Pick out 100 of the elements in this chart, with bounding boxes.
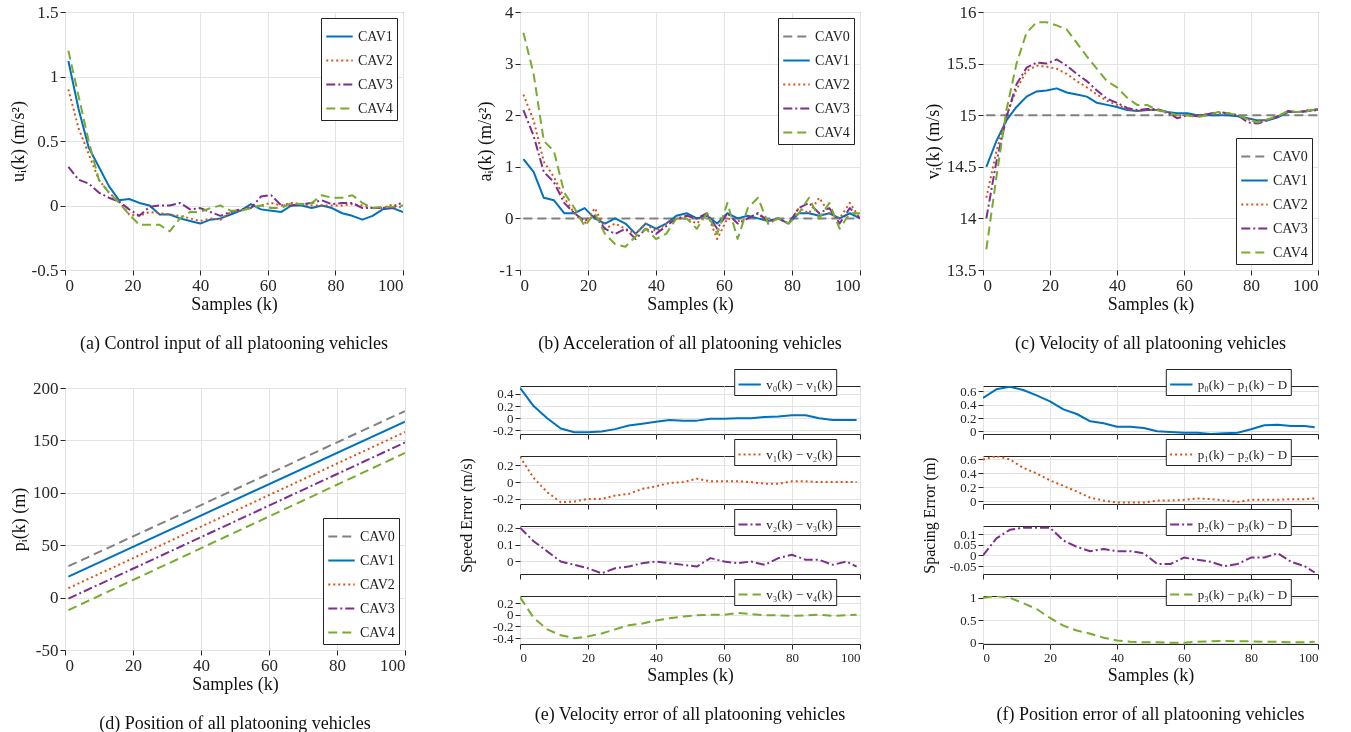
x-tick-label: 0: [520, 275, 529, 295]
y-tick-label: 0.2: [960, 479, 977, 495]
x-tick-label: 40: [648, 275, 665, 295]
x-tick-label: 100: [1293, 275, 1319, 295]
x-tick-label: 80: [1245, 649, 1258, 665]
x-axis-title: Samples (k): [647, 664, 734, 686]
legend-label: p₀(k) − p₁(k) − D: [1197, 376, 1288, 392]
x-tick-label: 0: [983, 649, 990, 665]
x-tick-label: 0: [520, 649, 527, 665]
x-tick-label: 80: [1243, 275, 1260, 295]
legend-label: CAV3: [358, 76, 393, 92]
x-tick-label: 60: [259, 275, 277, 295]
y-tick-label: 1: [50, 67, 59, 86]
legend-label: CAV0: [1273, 148, 1308, 164]
y-tick-label: 15: [959, 105, 977, 125]
y-tick-label: 0.4: [960, 465, 977, 481]
x-tick-label: 60: [261, 655, 278, 675]
line-series: [67, 88, 403, 222]
legend-label: CAV1: [1273, 172, 1308, 188]
x-tick-label: 40: [193, 655, 210, 675]
legend-label: CAV3: [1273, 220, 1308, 236]
legend-label: CAV1: [360, 552, 395, 568]
y-tick-label: 14: [959, 208, 977, 228]
legend-label: CAV3: [815, 100, 850, 116]
y-tick-label: 50: [41, 535, 59, 555]
x-tick-label: 20: [1044, 649, 1057, 665]
y-tick-label: 0: [970, 423, 977, 439]
y-tick-label: 15.5: [946, 54, 977, 74]
y-axis-title: Speed Error (m/s): [457, 458, 476, 573]
line-series: [985, 58, 1318, 220]
text: (a) Control input of all platooning vehicles: [80, 333, 388, 354]
legend-label: CAV4: [360, 624, 395, 640]
legend-label: v₀(k) − v₁(k): [766, 376, 833, 392]
y-tick-label: 0.1: [960, 526, 977, 542]
line-series: [985, 64, 1318, 199]
legend-label: CAV0: [360, 528, 395, 544]
x-tick-label: 20: [1042, 275, 1059, 295]
y-tick-label: -1: [499, 260, 514, 280]
x-tick-label: 60: [1178, 649, 1191, 665]
y-axis-title: uᵢ(k) (m/s²): [7, 101, 29, 182]
y-tick-label: 13.5: [946, 260, 977, 280]
legend-label: CAV2: [1273, 196, 1308, 212]
x-tick-label: 20: [124, 275, 142, 295]
legend-label: CAV2: [815, 76, 850, 92]
line-series: [522, 31, 860, 248]
legend-label: v₁(k) − v₂(k): [766, 446, 833, 462]
x-tick-label: 80: [329, 655, 346, 675]
x-axis-title: Samples (k): [1107, 664, 1195, 686]
x-tick-label: 60: [716, 275, 733, 295]
y-tick-label: 0: [50, 196, 59, 215]
legend-label: CAV2: [358, 52, 393, 68]
y-tick-label: 100: [33, 483, 59, 503]
x-tick-label: 20: [580, 275, 597, 295]
y-tick-label: 200: [33, 378, 59, 398]
y-tick-label: 0: [970, 493, 977, 509]
y-tick-label: 1: [970, 590, 977, 606]
x-tick-label: 0: [65, 275, 74, 295]
x-tick-label: 40: [192, 275, 210, 295]
text: (d) Position of all platooning vehicles: [99, 713, 371, 732]
y-tick-label: 16: [959, 2, 977, 22]
legend-label: CAV1: [358, 28, 393, 44]
x-tick-label: 60: [718, 649, 731, 665]
y-axis-title: pᵢ(k) (m): [9, 487, 30, 552]
x-tick-label: 100: [378, 275, 404, 295]
y-tick-label: -50: [35, 640, 59, 660]
y-tick-label: -0.5: [31, 260, 59, 280]
y-axis-title: vᵢ(k) (m/s): [922, 103, 944, 180]
line-series: [67, 165, 403, 217]
x-tick-label: 100: [841, 649, 861, 665]
y-tick-label: 0: [50, 588, 59, 608]
legend-label: CAV0: [815, 28, 850, 44]
text: (e) Velocity error of all platooning vehicles: [534, 704, 846, 725]
x-tick-label: 40: [650, 649, 663, 665]
y-tick-label: -0.2: [492, 491, 514, 507]
x-axis-title: Samples (k): [191, 293, 278, 315]
legend-label: p₁(k) − p₂(k) − D: [1197, 446, 1288, 462]
y-tick-label: 0.6: [960, 451, 977, 467]
legend-label: p₃(k) − p₄(k) − D: [1197, 586, 1288, 602]
y-tick-label: 0.2: [497, 520, 514, 536]
y-tick-label: 0.4: [960, 397, 977, 413]
y-tick-label: 3: [505, 54, 514, 74]
text: (c) Velocity of all platooning vehicles: [1014, 333, 1287, 354]
y-tick-label: 0: [505, 208, 514, 228]
text: (f) Position error of all platooning vehicles: [996, 704, 1305, 725]
x-tick-label: 40: [1109, 275, 1126, 295]
y-tick-label: 0.6: [960, 383, 977, 399]
x-axis-title: Samples (k): [1107, 293, 1195, 315]
x-tick-label: 80: [784, 275, 801, 295]
y-tick-label: 0: [507, 474, 514, 490]
legend-label: CAV2: [360, 576, 395, 592]
y-tick-label: 150: [33, 430, 59, 450]
legend-label: CAV4: [1273, 244, 1308, 260]
y-axis-title: Spacing Error (m): [920, 457, 939, 574]
y-tick-label: 4: [505, 2, 514, 22]
legend-label: CAV3: [360, 600, 395, 616]
y-tick-label: 0: [970, 635, 977, 651]
x-tick-label: 80: [786, 649, 799, 665]
x-tick-label: 0: [983, 275, 992, 295]
legend-label: CAV4: [358, 100, 393, 116]
line-series: [985, 87, 1318, 168]
